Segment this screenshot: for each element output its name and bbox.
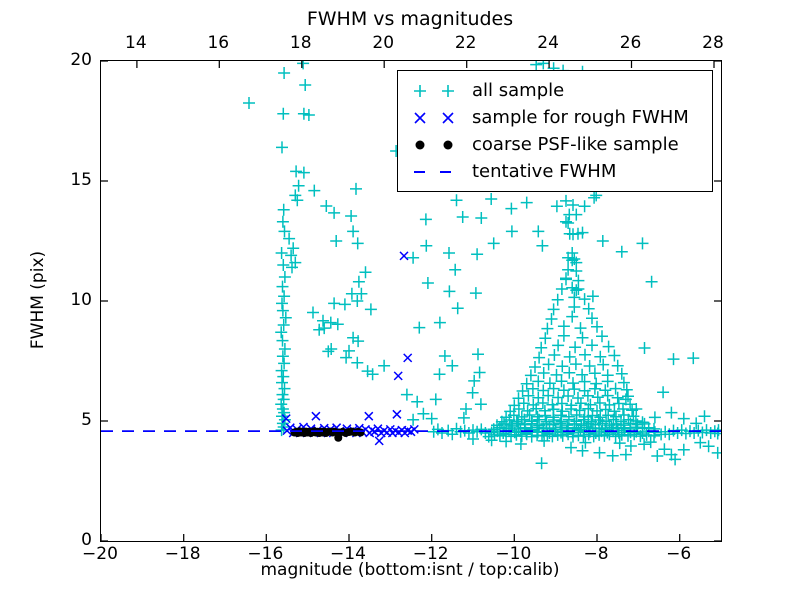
y-axis-label: FWHM (pix): [28, 250, 48, 350]
legend-label: sample for rough FWHM: [472, 107, 689, 128]
dot-marker-icon: [415, 140, 453, 149]
legend-item-rough-fwhm: sample for rough FWHM: [402, 104, 708, 131]
x-top-tick-label: 22: [454, 33, 477, 53]
plus-marker-icon: [414, 84, 454, 97]
legend-item-coarse-psf: coarse PSF-like sample: [402, 131, 708, 158]
legend-label: all sample: [472, 80, 565, 101]
x-bottom-tick-label: −8: [583, 544, 609, 564]
y-tick-label: 15: [70, 170, 92, 190]
dashed-line-icon: [414, 170, 452, 173]
plot-area: all sample sample for rough FWHM coarse …: [100, 60, 722, 542]
x-top-tick-label: 16: [207, 33, 230, 53]
x-bottom-tick-label: −16: [247, 544, 284, 564]
x-bottom-tick-label: −14: [330, 544, 366, 564]
x-top-tick-label: 18: [289, 33, 312, 53]
x-top-tick-label: 24: [537, 33, 559, 53]
x-top-tick-label: 20: [372, 33, 395, 53]
x-bottom-tick-label: −6: [666, 544, 692, 564]
y-tick-label: 20: [70, 50, 92, 70]
x-bottom-tick-label: −10: [495, 544, 532, 564]
legend-item-all-sample: all sample: [402, 77, 708, 104]
plot-canvas: [101, 61, 721, 541]
legend-label: tentative FWHM: [472, 161, 617, 182]
x-bottom-tick-label: −12: [412, 544, 449, 564]
legend: all sample sample for rough FWHM coarse …: [397, 70, 713, 192]
legend-item-tentative-fwhm: tentative FWHM: [402, 158, 708, 185]
y-tick-label: 0: [81, 530, 92, 550]
x-marker-icon: [414, 111, 454, 124]
chart-title: FWHM vs magnitudes: [306, 8, 514, 30]
x-bottom-tick-label: −18: [164, 544, 201, 564]
y-tick-label: 5: [81, 410, 92, 430]
x-bottom-tick-label: −20: [82, 544, 118, 564]
legend-label: coarse PSF-like sample: [472, 134, 679, 155]
x-top-tick-label: 26: [619, 33, 642, 53]
x-top-tick-label: 28: [702, 33, 724, 53]
x-axis-label: magnitude (bottom:isnt / top:calib): [260, 560, 560, 580]
y-tick-label: 10: [70, 290, 92, 310]
x-top-tick-label: 14: [125, 33, 147, 53]
